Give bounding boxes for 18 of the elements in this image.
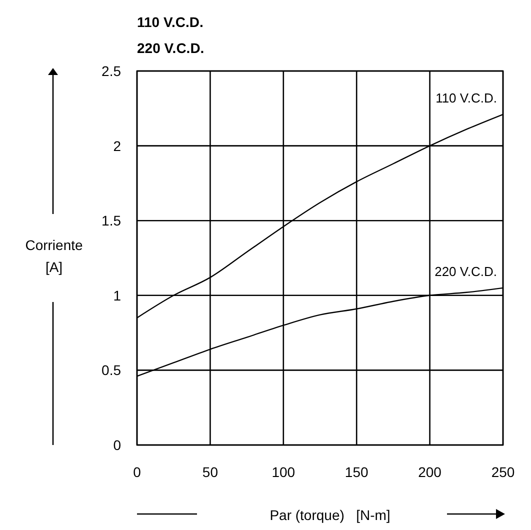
x-tick-label: 100 <box>272 464 296 480</box>
y-tick-label: 2 <box>113 138 122 154</box>
y-axis-title: Corriente [A] <box>25 237 83 275</box>
x-tick-label: 250 <box>491 464 515 480</box>
x-tick-label: 50 <box>202 464 218 480</box>
chart-subtitle: 220 V.C.D. <box>137 40 204 56</box>
x-tick-label: 150 <box>344 464 368 480</box>
x-tick-label: 200 <box>418 464 442 480</box>
y-tick-label: 1.5 <box>102 212 122 229</box>
y-tick-label: 1 <box>113 287 122 304</box>
x-tick-label: 0 <box>133 464 142 480</box>
y-tick-label: 2.5 <box>102 63 122 79</box>
series-label: 110 V.C.D. <box>436 90 497 106</box>
y-tick-label: 0.5 <box>102 362 122 378</box>
x-axis-title: Par (torque) [N-m] <box>270 507 390 523</box>
series-label: 220 V.C.D. <box>434 264 497 279</box>
chart-title: 110 V.C.D. <box>137 14 204 30</box>
y-tick-label: 0 <box>113 437 122 453</box>
